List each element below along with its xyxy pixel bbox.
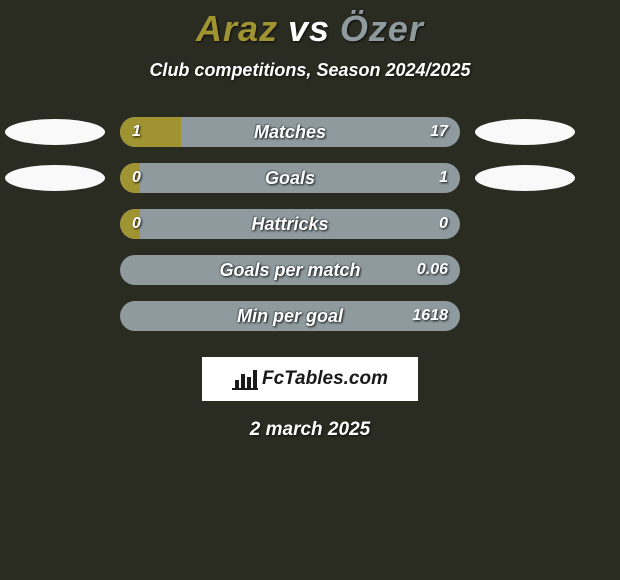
- stat-label: Goals: [120, 163, 460, 193]
- stat-right-value: 17: [430, 117, 448, 147]
- player2-photo: [475, 165, 575, 191]
- vs-text: vs: [288, 8, 330, 49]
- stat-bar: 1Matches17: [120, 117, 460, 147]
- logo-text: FcTables.com: [262, 368, 388, 390]
- player2-photo-slot: [470, 163, 580, 193]
- player2-photo-slot: [470, 117, 580, 147]
- player2-photo: [475, 119, 575, 145]
- player1-photo-slot: [0, 255, 110, 285]
- logo-box[interactable]: FcTables.com: [202, 357, 418, 401]
- stats-container: 1Matches170Goals10Hattricks0Goals per ma…: [0, 109, 620, 339]
- stat-bar-fill: [120, 163, 140, 193]
- player1-photo: [5, 165, 105, 191]
- stat-right-value: 1: [439, 163, 448, 193]
- stat-row: Goals per match0.06: [0, 247, 620, 293]
- stat-bar-fill: [120, 117, 181, 147]
- player2-photo-slot: [470, 255, 580, 285]
- stat-bar: Goals per match0.06: [120, 255, 460, 285]
- stat-right-value: 0: [439, 209, 448, 239]
- player1-photo-slot: [0, 163, 110, 193]
- player2-photo-slot: [470, 209, 580, 239]
- stat-bar: 0Goals1: [120, 163, 460, 193]
- player1-name: Araz: [196, 8, 278, 49]
- page-title: Araz vs Özer: [0, 0, 620, 50]
- bar-chart-icon: [232, 368, 258, 390]
- date-text: 2 march 2025: [0, 419, 620, 441]
- stat-bar: Min per goal1618: [120, 301, 460, 331]
- stat-label: Hattricks: [120, 209, 460, 239]
- stat-right-value: 0.06: [417, 255, 448, 285]
- stat-row: 0Hattricks0: [0, 201, 620, 247]
- stat-label: Min per goal: [120, 301, 460, 331]
- player1-photo-slot: [0, 209, 110, 239]
- player1-photo-slot: [0, 301, 110, 331]
- player2-photo-slot: [470, 301, 580, 331]
- stat-bar-fill: [120, 209, 140, 239]
- stat-row: Min per goal1618: [0, 293, 620, 339]
- player1-photo-slot: [0, 117, 110, 147]
- stat-row: 1Matches17: [0, 109, 620, 155]
- subtitle: Club competitions, Season 2024/2025: [0, 60, 620, 81]
- stat-right-value: 1618: [412, 301, 448, 331]
- stat-label: Goals per match: [120, 255, 460, 285]
- stat-row: 0Goals1: [0, 155, 620, 201]
- player2-name: Özer: [340, 8, 424, 49]
- player1-photo: [5, 119, 105, 145]
- stat-bar: 0Hattricks0: [120, 209, 460, 239]
